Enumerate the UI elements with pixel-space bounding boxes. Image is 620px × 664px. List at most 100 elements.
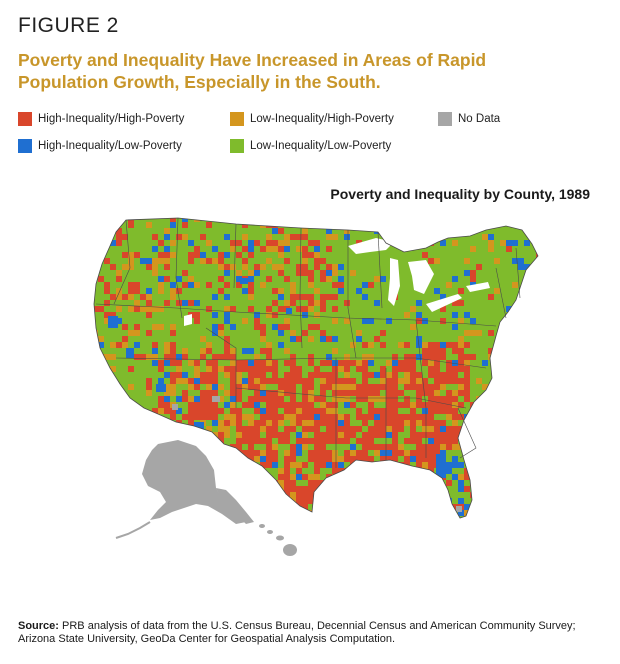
county-cell bbox=[200, 354, 206, 360]
county-cell bbox=[434, 258, 440, 264]
county-cell bbox=[350, 498, 356, 504]
county-cell bbox=[260, 384, 266, 390]
county-cell bbox=[398, 468, 404, 474]
county-cell bbox=[254, 420, 260, 426]
county-cell bbox=[470, 456, 476, 462]
county-cell bbox=[518, 366, 524, 372]
county-cell bbox=[94, 420, 98, 426]
county-cell bbox=[398, 444, 404, 450]
county-cell bbox=[110, 294, 116, 300]
county-cell bbox=[416, 396, 422, 402]
county-cell bbox=[212, 414, 218, 420]
county-cell bbox=[482, 474, 488, 480]
county-cell bbox=[326, 516, 332, 518]
county-cell bbox=[392, 474, 398, 480]
county-cell bbox=[416, 516, 422, 518]
county-cell bbox=[266, 426, 272, 432]
county-cell bbox=[266, 240, 272, 246]
county-cell bbox=[188, 414, 194, 420]
county-cell bbox=[260, 372, 266, 378]
county-cell bbox=[362, 294, 368, 300]
county-cell bbox=[200, 390, 206, 396]
county-cell bbox=[236, 486, 242, 492]
county-cell bbox=[248, 468, 254, 474]
county-cell bbox=[410, 438, 416, 444]
county-cell bbox=[398, 360, 404, 366]
county-cell bbox=[446, 480, 452, 486]
county-cell bbox=[440, 516, 446, 518]
county-cell bbox=[164, 390, 170, 396]
county-cell bbox=[218, 384, 224, 390]
county-cell bbox=[146, 264, 152, 270]
county-cell bbox=[416, 468, 422, 474]
county-cell bbox=[284, 522, 290, 528]
county-cell bbox=[530, 378, 536, 384]
county-cell bbox=[338, 504, 344, 510]
county-cell bbox=[380, 372, 386, 378]
county-cell bbox=[416, 420, 422, 426]
county-cell bbox=[452, 462, 458, 468]
county-cell bbox=[458, 390, 464, 396]
county-cell bbox=[458, 336, 464, 342]
county-cell bbox=[164, 522, 170, 528]
county-cell bbox=[314, 246, 320, 252]
county-cell bbox=[218, 444, 224, 450]
county-cell bbox=[176, 276, 182, 282]
county-cell bbox=[332, 390, 338, 396]
county-cell bbox=[440, 372, 446, 378]
county-cell bbox=[242, 378, 248, 384]
county-cell bbox=[206, 222, 212, 228]
county-cell bbox=[320, 390, 326, 396]
county-cell bbox=[230, 348, 236, 354]
county-cell bbox=[290, 360, 296, 366]
county-cell bbox=[230, 264, 236, 270]
county-cell bbox=[128, 456, 134, 462]
county-cell bbox=[428, 384, 434, 390]
county-cell bbox=[308, 294, 314, 300]
county-cell bbox=[524, 456, 530, 462]
county-cell bbox=[320, 378, 326, 384]
county-cell bbox=[308, 300, 314, 306]
county-cell bbox=[404, 372, 410, 378]
county-cell bbox=[266, 420, 272, 426]
county-cell bbox=[456, 506, 462, 512]
county-cell bbox=[332, 414, 338, 420]
county-cell bbox=[296, 432, 302, 438]
county-cell bbox=[476, 450, 482, 456]
county-cell bbox=[506, 378, 512, 384]
county-cell bbox=[296, 498, 302, 504]
county-cell bbox=[278, 294, 284, 300]
county-cell bbox=[94, 408, 98, 414]
county-cell bbox=[302, 408, 308, 414]
county-cell bbox=[368, 498, 374, 504]
county-cell bbox=[284, 258, 290, 264]
county-cell bbox=[326, 456, 332, 462]
county-cell bbox=[128, 384, 134, 390]
county-cell bbox=[380, 366, 386, 372]
county-cell bbox=[320, 336, 326, 342]
county-cell bbox=[236, 474, 242, 480]
county-cell bbox=[242, 480, 248, 486]
county-cell bbox=[230, 396, 236, 402]
county-cell bbox=[458, 378, 464, 384]
county-cell bbox=[344, 474, 350, 480]
county-cell bbox=[452, 402, 458, 408]
county-map bbox=[86, 208, 556, 593]
county-cell bbox=[380, 444, 386, 450]
county-cell bbox=[464, 372, 470, 378]
county-cell bbox=[170, 218, 176, 222]
county-cell bbox=[392, 408, 398, 414]
county-cell bbox=[248, 504, 254, 510]
county-cell bbox=[284, 372, 290, 378]
county-cell bbox=[260, 504, 266, 510]
county-cell bbox=[410, 432, 416, 438]
county-cell bbox=[278, 228, 284, 234]
legend-swatch bbox=[230, 112, 244, 126]
county-cell bbox=[278, 396, 284, 402]
county-cell bbox=[212, 444, 218, 450]
county-cell bbox=[380, 276, 386, 282]
county-cell bbox=[380, 330, 386, 336]
county-cell bbox=[494, 516, 500, 518]
county-cell bbox=[170, 282, 176, 288]
county-cell bbox=[110, 486, 116, 492]
